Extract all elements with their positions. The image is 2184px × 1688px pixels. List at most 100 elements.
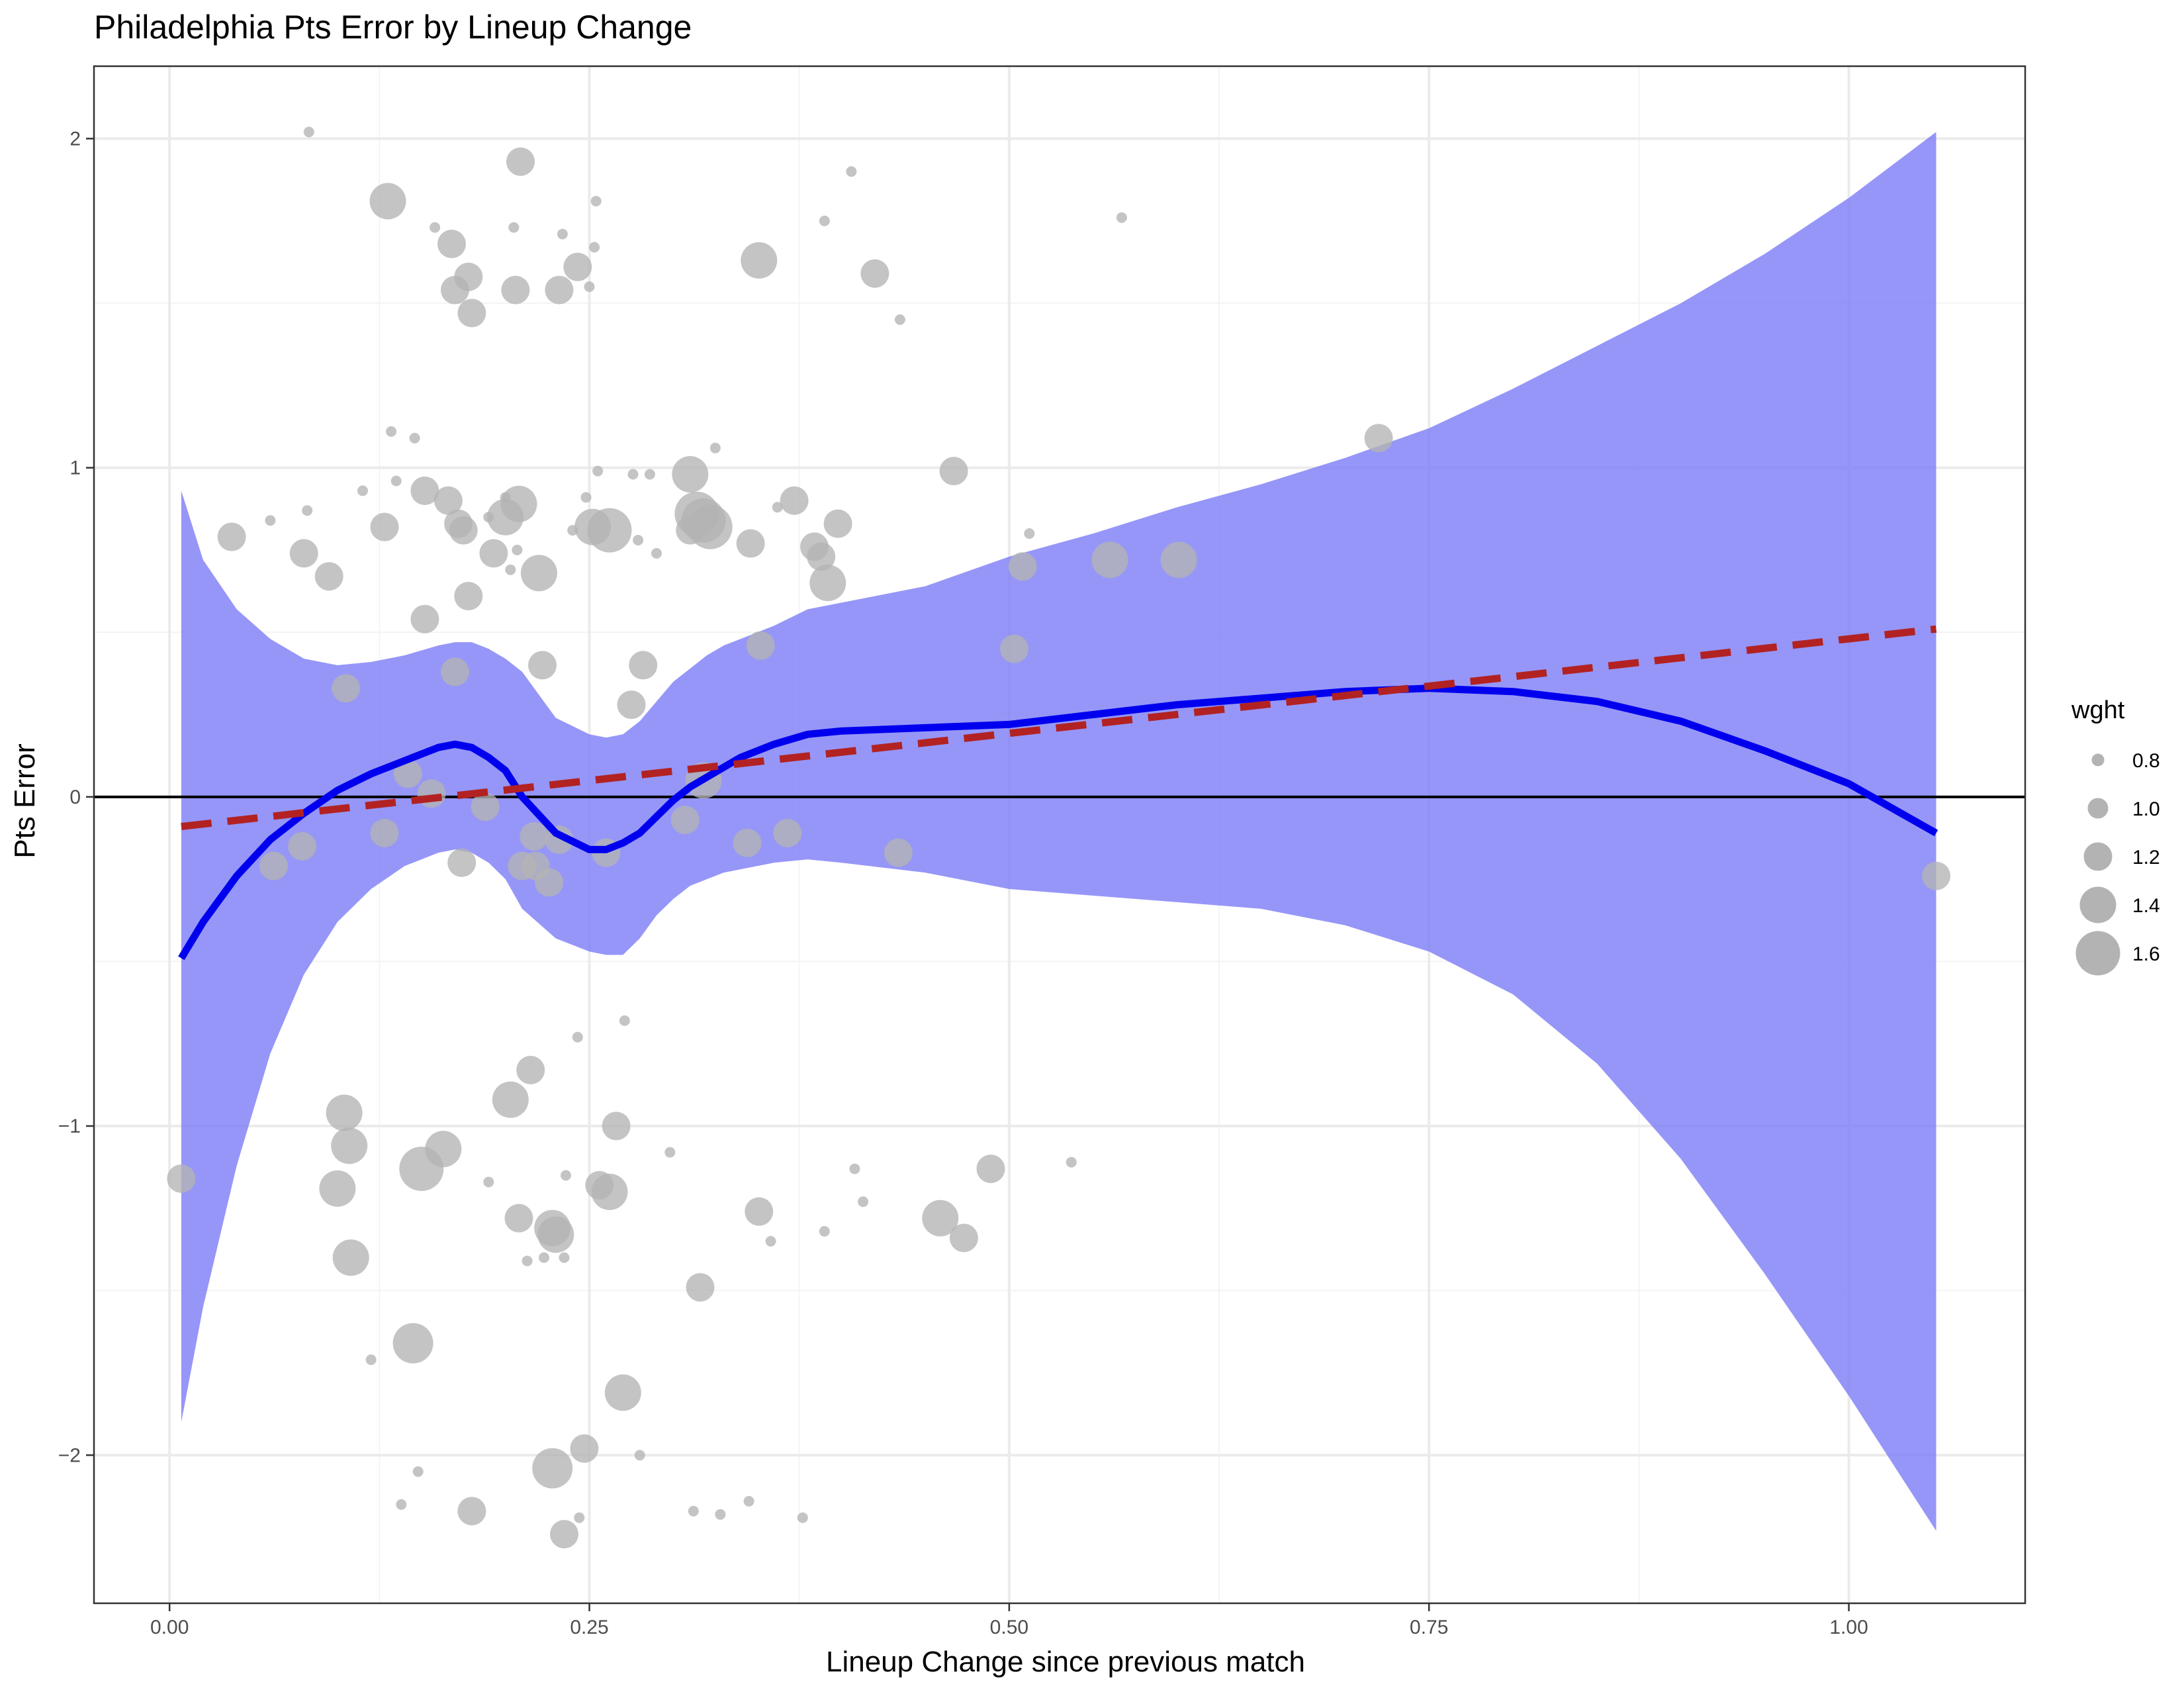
data-point xyxy=(417,779,446,808)
legend-label: 1.2 xyxy=(2132,847,2160,868)
x-tick-label: 0.00 xyxy=(150,1617,189,1638)
data-point xyxy=(797,1512,808,1523)
data-point xyxy=(1116,212,1127,223)
data-point xyxy=(370,512,399,541)
data-point xyxy=(590,195,602,207)
data-point xyxy=(167,1164,196,1194)
data-point xyxy=(746,631,775,660)
data-point xyxy=(1922,861,1950,890)
data-point xyxy=(819,215,830,226)
data-point xyxy=(483,1176,494,1188)
data-point xyxy=(430,222,441,233)
legend-title: wght xyxy=(2071,696,2125,724)
data-point xyxy=(884,838,913,867)
data-point xyxy=(331,1127,368,1164)
data-point xyxy=(809,565,846,602)
y-axis-title: Pts Error xyxy=(9,743,41,859)
data-point xyxy=(302,505,313,516)
data-point xyxy=(686,1273,715,1302)
data-point xyxy=(522,1255,533,1266)
data-point xyxy=(1160,541,1197,579)
data-point xyxy=(508,222,520,233)
data-point xyxy=(561,1170,571,1181)
data-point xyxy=(574,1512,585,1523)
data-point xyxy=(557,228,568,240)
data-point xyxy=(545,275,574,305)
data-point xyxy=(447,848,477,877)
data-point xyxy=(396,1499,407,1510)
data-point xyxy=(370,819,399,847)
x-tick-label: 1.00 xyxy=(1829,1617,1868,1638)
data-point xyxy=(634,1450,645,1461)
data-point xyxy=(289,539,318,568)
data-point xyxy=(587,508,632,553)
data-point xyxy=(1066,1156,1077,1168)
legend-size-key xyxy=(2083,842,2113,871)
data-point xyxy=(629,651,658,680)
data-point xyxy=(314,562,343,591)
data-point xyxy=(392,1323,433,1364)
data-point xyxy=(217,522,246,551)
data-point xyxy=(644,469,655,480)
data-point xyxy=(265,515,276,526)
data-point xyxy=(454,582,483,610)
legend-label: 1.4 xyxy=(2132,895,2160,917)
x-axis: 0.00 0.25 0.50 0.75 1.00 xyxy=(150,1603,1868,1638)
data-point xyxy=(457,299,486,328)
legend-size-key xyxy=(2087,798,2109,819)
data-point xyxy=(504,1203,533,1233)
data-point xyxy=(780,486,809,515)
data-point xyxy=(688,1505,699,1517)
data-point xyxy=(570,1434,599,1463)
data-point xyxy=(1024,528,1035,539)
legend-label: 0.8 xyxy=(2132,750,2160,772)
data-point xyxy=(670,806,700,835)
data-point xyxy=(976,1154,1005,1184)
x-tick-label: 0.50 xyxy=(990,1617,1028,1638)
data-point xyxy=(772,502,783,513)
data-point xyxy=(592,465,604,477)
plot-area xyxy=(93,65,2026,1605)
data-point xyxy=(736,529,765,558)
data-point xyxy=(532,1448,573,1489)
data-point xyxy=(823,509,852,538)
y-tick-label: −2 xyxy=(58,1444,81,1466)
y-tick-label: 2 xyxy=(69,128,81,150)
data-point xyxy=(709,442,721,453)
data-point xyxy=(664,1147,676,1158)
data-point xyxy=(437,230,466,258)
legend-label: 1.6 xyxy=(2132,943,2160,965)
y-tick-label: −1 xyxy=(58,1115,81,1137)
data-point xyxy=(619,1015,630,1026)
data-point xyxy=(688,504,733,549)
data-point xyxy=(819,1226,830,1237)
data-point xyxy=(492,1081,529,1118)
data-point xyxy=(602,1111,631,1141)
data-point xyxy=(580,492,592,503)
data-point xyxy=(326,1094,363,1131)
data-point xyxy=(386,426,397,437)
x-tick-label: 0.25 xyxy=(570,1617,608,1638)
data-point xyxy=(365,1354,377,1366)
confidence-band xyxy=(181,132,1936,1531)
data-point xyxy=(745,1197,774,1226)
data-point xyxy=(627,469,639,480)
data-point xyxy=(259,851,288,880)
data-point xyxy=(409,432,420,444)
data-point xyxy=(500,485,537,522)
legend: wght 0.8 1.0 1.2 1.4 1.6 xyxy=(2071,696,2160,976)
data-point xyxy=(369,183,406,220)
data-point xyxy=(846,166,857,177)
data-point xyxy=(773,819,802,847)
x-tick-label: 0.75 xyxy=(1410,1617,1448,1638)
data-point xyxy=(512,544,523,555)
data-point xyxy=(537,1216,574,1253)
data-point xyxy=(807,542,836,571)
smooth-fit-line xyxy=(178,684,1938,961)
data-point xyxy=(520,555,557,592)
chart-title: Philadelphia Pts Error by Lineup Change xyxy=(94,9,692,46)
data-point xyxy=(1091,541,1128,579)
legend-size-key xyxy=(2079,886,2116,923)
data-point xyxy=(550,1520,578,1549)
